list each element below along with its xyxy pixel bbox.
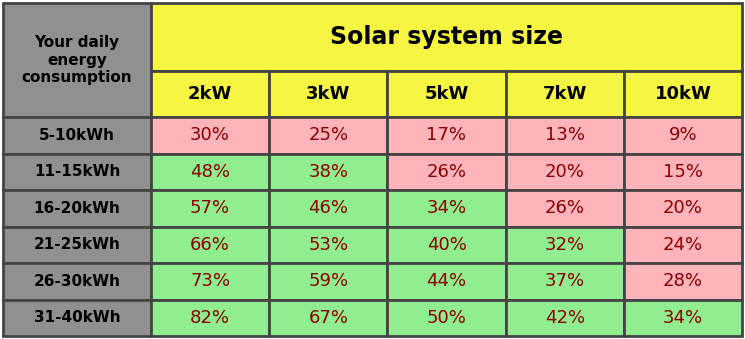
- Bar: [269, 299, 387, 336]
- Bar: [387, 154, 506, 190]
- Bar: [151, 299, 269, 336]
- Text: 30%: 30%: [190, 126, 230, 144]
- Text: 20%: 20%: [663, 199, 703, 217]
- Bar: [506, 190, 624, 226]
- Text: 66%: 66%: [190, 236, 230, 254]
- Text: 26%: 26%: [545, 199, 585, 217]
- Text: 48%: 48%: [190, 163, 230, 181]
- Text: 40%: 40%: [427, 236, 466, 254]
- Bar: [151, 3, 742, 71]
- Text: 32%: 32%: [545, 236, 585, 254]
- Text: 28%: 28%: [663, 272, 703, 290]
- Bar: [269, 226, 387, 263]
- Bar: [624, 154, 742, 190]
- Text: 5kW: 5kW: [425, 85, 469, 103]
- Text: 3kW: 3kW: [306, 85, 350, 103]
- Bar: [269, 263, 387, 299]
- Bar: [506, 263, 624, 299]
- Text: 44%: 44%: [426, 272, 466, 290]
- Text: 16-20kWh: 16-20kWh: [34, 201, 121, 216]
- Bar: [3, 226, 151, 263]
- Text: 25%: 25%: [308, 126, 349, 144]
- Bar: [387, 117, 506, 154]
- Text: 46%: 46%: [308, 199, 349, 217]
- Bar: [3, 3, 151, 117]
- Text: 34%: 34%: [663, 309, 703, 327]
- Text: 26%: 26%: [426, 163, 466, 181]
- Bar: [151, 226, 269, 263]
- Text: 9%: 9%: [668, 126, 697, 144]
- Bar: [151, 154, 269, 190]
- Text: 24%: 24%: [663, 236, 703, 254]
- Bar: [624, 117, 742, 154]
- Bar: [506, 226, 624, 263]
- Text: 42%: 42%: [545, 309, 585, 327]
- Text: 10kW: 10kW: [654, 85, 711, 103]
- Text: 31-40kWh: 31-40kWh: [34, 310, 120, 325]
- Bar: [387, 226, 506, 263]
- Text: 26-30kWh: 26-30kWh: [34, 274, 121, 289]
- Bar: [624, 263, 742, 299]
- Bar: [387, 263, 506, 299]
- Bar: [3, 299, 151, 336]
- Bar: [151, 117, 269, 154]
- Text: 50%: 50%: [427, 309, 466, 327]
- Text: 11-15kWh: 11-15kWh: [34, 164, 120, 179]
- Bar: [506, 117, 624, 154]
- Text: 37%: 37%: [545, 272, 585, 290]
- Bar: [3, 190, 151, 226]
- Text: Solar system size: Solar system size: [330, 25, 563, 49]
- Text: 20%: 20%: [545, 163, 585, 181]
- Text: 57%: 57%: [190, 199, 230, 217]
- Text: 7kW: 7kW: [542, 85, 587, 103]
- Bar: [387, 190, 506, 226]
- Text: 73%: 73%: [190, 272, 230, 290]
- Bar: [269, 154, 387, 190]
- Text: 13%: 13%: [545, 126, 585, 144]
- Text: 59%: 59%: [308, 272, 349, 290]
- Bar: [269, 71, 387, 117]
- Text: 5-10kWh: 5-10kWh: [39, 128, 115, 143]
- Bar: [269, 190, 387, 226]
- Text: 17%: 17%: [426, 126, 466, 144]
- Bar: [387, 71, 506, 117]
- Text: 21-25kWh: 21-25kWh: [34, 237, 121, 252]
- Bar: [506, 299, 624, 336]
- Bar: [151, 190, 269, 226]
- Text: 82%: 82%: [190, 309, 230, 327]
- Bar: [387, 299, 506, 336]
- Bar: [3, 263, 151, 299]
- Bar: [269, 117, 387, 154]
- Bar: [151, 263, 269, 299]
- Bar: [506, 71, 624, 117]
- Bar: [624, 190, 742, 226]
- Bar: [151, 71, 269, 117]
- Text: 38%: 38%: [308, 163, 349, 181]
- Text: Your daily
energy
consumption: Your daily energy consumption: [22, 35, 133, 85]
- Bar: [506, 154, 624, 190]
- Bar: [624, 299, 742, 336]
- Bar: [3, 117, 151, 154]
- Text: 15%: 15%: [663, 163, 703, 181]
- Bar: [624, 226, 742, 263]
- Bar: [624, 71, 742, 117]
- Text: 67%: 67%: [308, 309, 349, 327]
- Bar: [3, 154, 151, 190]
- Text: 34%: 34%: [426, 199, 466, 217]
- Text: 2kW: 2kW: [188, 85, 232, 103]
- Text: 53%: 53%: [308, 236, 349, 254]
